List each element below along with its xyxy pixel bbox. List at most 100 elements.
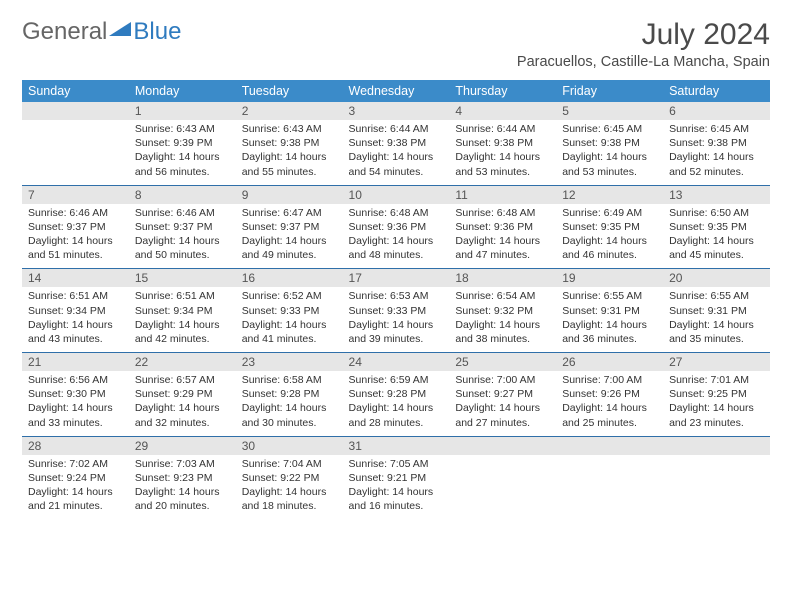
day-body: Sunrise: 6:57 AMSunset: 9:29 PMDaylight:… xyxy=(129,371,236,436)
calendar-day-cell: 9Sunrise: 6:47 AMSunset: 9:37 PMDaylight… xyxy=(236,185,343,269)
page-title: July 2024 xyxy=(517,18,770,52)
day-body: Sunrise: 7:01 AMSunset: 9:25 PMDaylight:… xyxy=(663,371,770,436)
day-body: Sunrise: 6:48 AMSunset: 9:36 PMDaylight:… xyxy=(449,204,556,269)
day-number: 19 xyxy=(556,269,663,287)
calendar-day-cell xyxy=(556,436,663,519)
calendar-week-row: 1Sunrise: 6:43 AMSunset: 9:39 PMDaylight… xyxy=(22,102,770,185)
weekday-header: Friday xyxy=(556,80,663,102)
day-body: Sunrise: 6:55 AMSunset: 9:31 PMDaylight:… xyxy=(663,287,770,352)
calendar-week-row: 21Sunrise: 6:56 AMSunset: 9:30 PMDayligh… xyxy=(22,353,770,437)
day-body: Sunrise: 6:48 AMSunset: 9:36 PMDaylight:… xyxy=(343,204,450,269)
day-body: Sunrise: 6:50 AMSunset: 9:35 PMDaylight:… xyxy=(663,204,770,269)
weekday-header: Saturday xyxy=(663,80,770,102)
day-number: 30 xyxy=(236,437,343,455)
day-body: Sunrise: 7:00 AMSunset: 9:26 PMDaylight:… xyxy=(556,371,663,436)
logo: General Blue xyxy=(22,18,181,46)
day-body: Sunrise: 6:56 AMSunset: 9:30 PMDaylight:… xyxy=(22,371,129,436)
day-body: Sunrise: 6:45 AMSunset: 9:38 PMDaylight:… xyxy=(556,120,663,185)
calendar-day-cell xyxy=(449,436,556,519)
calendar-day-cell: 24Sunrise: 6:59 AMSunset: 9:28 PMDayligh… xyxy=(343,353,450,437)
day-body: Sunrise: 6:53 AMSunset: 9:33 PMDaylight:… xyxy=(343,287,450,352)
calendar-day-cell: 4Sunrise: 6:44 AMSunset: 9:38 PMDaylight… xyxy=(449,102,556,185)
day-number-empty xyxy=(22,102,129,120)
day-body: Sunrise: 7:02 AMSunset: 9:24 PMDaylight:… xyxy=(22,455,129,520)
calendar-day-cell: 16Sunrise: 6:52 AMSunset: 9:33 PMDayligh… xyxy=(236,269,343,353)
day-body: Sunrise: 7:00 AMSunset: 9:27 PMDaylight:… xyxy=(449,371,556,436)
calendar-day-cell: 15Sunrise: 6:51 AMSunset: 9:34 PMDayligh… xyxy=(129,269,236,353)
day-number: 3 xyxy=(343,102,450,120)
calendar-day-cell: 11Sunrise: 6:48 AMSunset: 9:36 PMDayligh… xyxy=(449,185,556,269)
weekday-header: Wednesday xyxy=(343,80,450,102)
day-number: 24 xyxy=(343,353,450,371)
day-body: Sunrise: 7:04 AMSunset: 9:22 PMDaylight:… xyxy=(236,455,343,520)
day-body: Sunrise: 6:46 AMSunset: 9:37 PMDaylight:… xyxy=(129,204,236,269)
day-number: 1 xyxy=(129,102,236,120)
day-number: 5 xyxy=(556,102,663,120)
day-number: 6 xyxy=(663,102,770,120)
day-body: Sunrise: 6:59 AMSunset: 9:28 PMDaylight:… xyxy=(343,371,450,436)
weekday-header: Thursday xyxy=(449,80,556,102)
weekday-header: Monday xyxy=(129,80,236,102)
day-number: 9 xyxy=(236,186,343,204)
calendar-day-cell: 28Sunrise: 7:02 AMSunset: 9:24 PMDayligh… xyxy=(22,436,129,519)
calendar-day-cell: 23Sunrise: 6:58 AMSunset: 9:28 PMDayligh… xyxy=(236,353,343,437)
weekday-header: Tuesday xyxy=(236,80,343,102)
calendar-day-cell: 25Sunrise: 7:00 AMSunset: 9:27 PMDayligh… xyxy=(449,353,556,437)
day-number: 20 xyxy=(663,269,770,287)
calendar-week-row: 7Sunrise: 6:46 AMSunset: 9:37 PMDaylight… xyxy=(22,185,770,269)
calendar-day-cell: 17Sunrise: 6:53 AMSunset: 9:33 PMDayligh… xyxy=(343,269,450,353)
calendar-day-cell: 27Sunrise: 7:01 AMSunset: 9:25 PMDayligh… xyxy=(663,353,770,437)
calendar-day-cell: 30Sunrise: 7:04 AMSunset: 9:22 PMDayligh… xyxy=(236,436,343,519)
calendar-day-cell: 3Sunrise: 6:44 AMSunset: 9:38 PMDaylight… xyxy=(343,102,450,185)
day-number: 26 xyxy=(556,353,663,371)
day-body: Sunrise: 6:46 AMSunset: 9:37 PMDaylight:… xyxy=(22,204,129,269)
day-number: 15 xyxy=(129,269,236,287)
calendar-day-cell: 31Sunrise: 7:05 AMSunset: 9:21 PMDayligh… xyxy=(343,436,450,519)
day-body-empty xyxy=(449,455,556,513)
calendar-day-cell: 12Sunrise: 6:49 AMSunset: 9:35 PMDayligh… xyxy=(556,185,663,269)
weekday-header-row: SundayMondayTuesdayWednesdayThursdayFrid… xyxy=(22,80,770,102)
day-body: Sunrise: 6:43 AMSunset: 9:39 PMDaylight:… xyxy=(129,120,236,185)
day-body: Sunrise: 7:03 AMSunset: 9:23 PMDaylight:… xyxy=(129,455,236,520)
calendar-day-cell: 14Sunrise: 6:51 AMSunset: 9:34 PMDayligh… xyxy=(22,269,129,353)
day-body: Sunrise: 6:58 AMSunset: 9:28 PMDaylight:… xyxy=(236,371,343,436)
day-number: 21 xyxy=(22,353,129,371)
logo-triangle-icon xyxy=(109,22,131,36)
day-body: Sunrise: 6:44 AMSunset: 9:38 PMDaylight:… xyxy=(449,120,556,185)
day-body: Sunrise: 7:05 AMSunset: 9:21 PMDaylight:… xyxy=(343,455,450,520)
logo-word2: Blue xyxy=(133,18,181,46)
day-number: 31 xyxy=(343,437,450,455)
day-body: Sunrise: 6:54 AMSunset: 9:32 PMDaylight:… xyxy=(449,287,556,352)
day-number: 4 xyxy=(449,102,556,120)
calendar-day-cell: 19Sunrise: 6:55 AMSunset: 9:31 PMDayligh… xyxy=(556,269,663,353)
day-number: 25 xyxy=(449,353,556,371)
day-body: Sunrise: 6:45 AMSunset: 9:38 PMDaylight:… xyxy=(663,120,770,185)
calendar-day-cell: 18Sunrise: 6:54 AMSunset: 9:32 PMDayligh… xyxy=(449,269,556,353)
calendar-day-cell xyxy=(663,436,770,519)
day-number: 16 xyxy=(236,269,343,287)
day-number: 8 xyxy=(129,186,236,204)
calendar-day-cell: 10Sunrise: 6:48 AMSunset: 9:36 PMDayligh… xyxy=(343,185,450,269)
day-body: Sunrise: 6:51 AMSunset: 9:34 PMDaylight:… xyxy=(22,287,129,352)
day-number: 7 xyxy=(22,186,129,204)
title-block: July 2024 Paracuellos, Castille-La Manch… xyxy=(517,18,770,70)
day-body-empty xyxy=(22,120,129,178)
logo-word1: General xyxy=(22,18,107,46)
day-body: Sunrise: 6:52 AMSunset: 9:33 PMDaylight:… xyxy=(236,287,343,352)
day-body: Sunrise: 6:55 AMSunset: 9:31 PMDaylight:… xyxy=(556,287,663,352)
calendar-day-cell: 20Sunrise: 6:55 AMSunset: 9:31 PMDayligh… xyxy=(663,269,770,353)
day-number: 17 xyxy=(343,269,450,287)
day-number: 13 xyxy=(663,186,770,204)
day-number: 28 xyxy=(22,437,129,455)
day-body: Sunrise: 6:51 AMSunset: 9:34 PMDaylight:… xyxy=(129,287,236,352)
calendar-table: SundayMondayTuesdayWednesdayThursdayFrid… xyxy=(22,80,770,519)
calendar-day-cell: 21Sunrise: 6:56 AMSunset: 9:30 PMDayligh… xyxy=(22,353,129,437)
day-number: 23 xyxy=(236,353,343,371)
calendar-day-cell: 8Sunrise: 6:46 AMSunset: 9:37 PMDaylight… xyxy=(129,185,236,269)
calendar-day-cell: 29Sunrise: 7:03 AMSunset: 9:23 PMDayligh… xyxy=(129,436,236,519)
day-body-empty xyxy=(663,455,770,513)
day-number: 14 xyxy=(22,269,129,287)
calendar-day-cell: 6Sunrise: 6:45 AMSunset: 9:38 PMDaylight… xyxy=(663,102,770,185)
location: Paracuellos, Castille-La Mancha, Spain xyxy=(517,54,770,70)
day-number: 12 xyxy=(556,186,663,204)
